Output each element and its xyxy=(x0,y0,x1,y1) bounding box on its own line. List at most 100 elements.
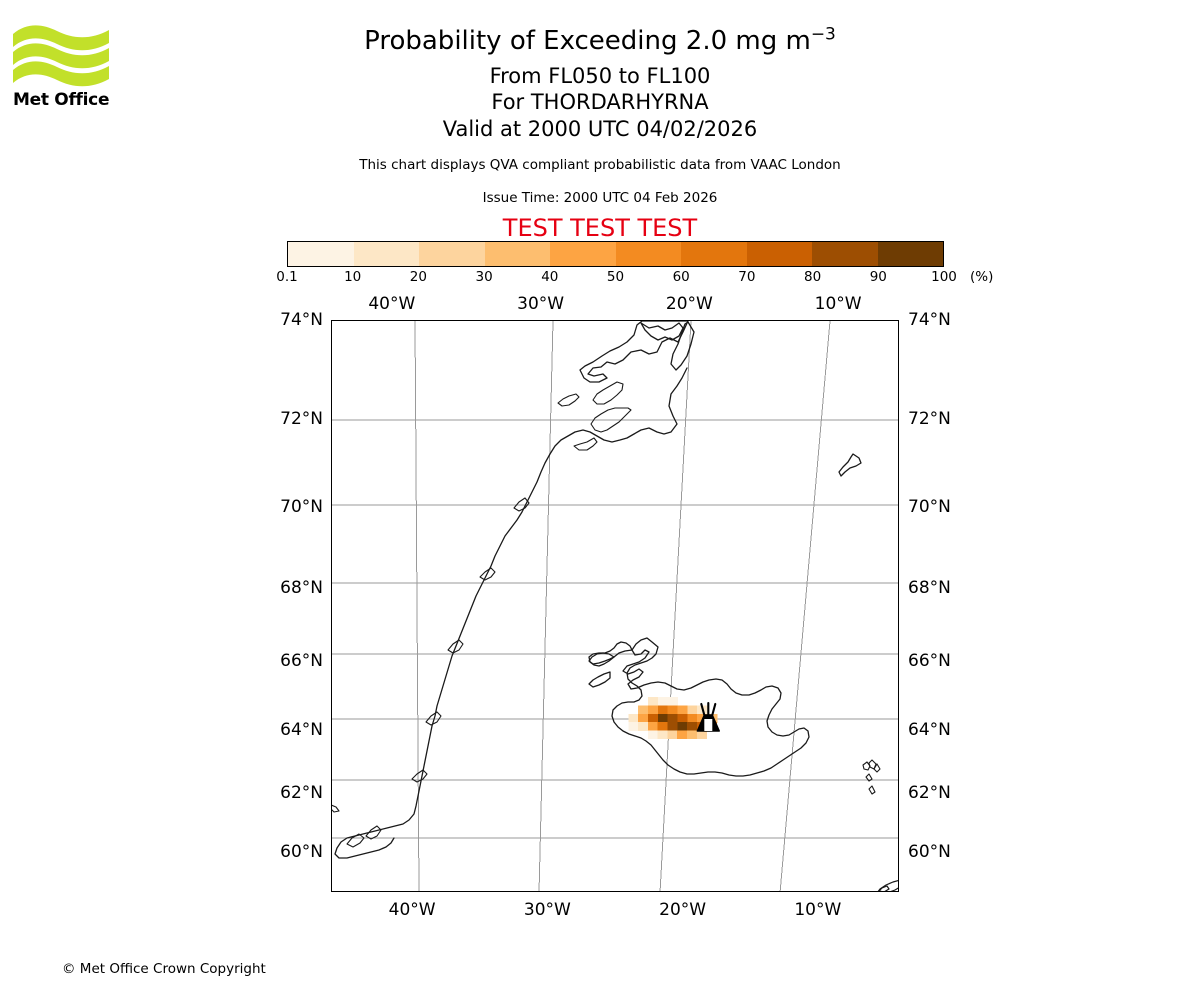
plume-cell xyxy=(667,730,678,740)
lon-tick-top-10°W: 10°W xyxy=(814,294,862,314)
lat-tick-left-72°N: 72°N xyxy=(280,408,323,429)
lon-tick-bottom-20°W: 20°W xyxy=(659,900,707,920)
test-banner: TEST TEST TEST xyxy=(502,214,698,242)
plume-cell xyxy=(677,722,688,731)
colorbar-segment-8 xyxy=(812,242,878,266)
colorbar-segment-9 xyxy=(877,242,943,266)
colorbar-segment-6 xyxy=(681,242,747,266)
qva-compliance-note: This chart displays QVA compliant probab… xyxy=(359,157,841,173)
plume-cell xyxy=(648,705,659,715)
lon-tick-top-40°W: 40°W xyxy=(368,294,416,314)
colorbar-tick-20: 20 xyxy=(409,269,427,285)
lat-tick-right-72°N: 72°N xyxy=(908,408,951,429)
valid-time-subtitle: Valid at 2000 UTC 04/02/2026 xyxy=(442,117,758,141)
plume-cell xyxy=(687,722,698,731)
lat-tick-right-60°N: 60°N xyxy=(908,842,951,863)
plume-cell xyxy=(677,730,688,740)
plume-cell xyxy=(638,722,649,731)
lon-tick-bottom-10°W: 10°W xyxy=(794,900,842,920)
colorbar-tick-0.1: 0.1 xyxy=(276,269,298,285)
map-gridlines xyxy=(332,321,898,891)
colorbar-segment-7 xyxy=(746,242,812,266)
jan-mayen-island xyxy=(838,453,862,477)
lat-tick-left-62°N: 62°N xyxy=(280,783,323,804)
plume-cell xyxy=(677,713,688,723)
plume-cell xyxy=(657,705,669,715)
colorbar-tick-50: 50 xyxy=(606,269,625,285)
colorbar-segment-5 xyxy=(615,242,681,266)
met-office-logo xyxy=(13,24,109,108)
lat-tick-left-64°N: 64°N xyxy=(280,719,323,740)
plume-cell xyxy=(657,696,669,707)
lat-tick-left-74°N: 74°N xyxy=(280,310,323,330)
lat-tick-left-60°N: 60°N xyxy=(280,842,323,863)
volcano-source-marker xyxy=(696,701,720,732)
plume-cell xyxy=(628,722,639,731)
colorbar-tick-90: 90 xyxy=(869,269,887,285)
lat-tick-right-62°N: 62°N xyxy=(908,783,951,804)
plume-cell xyxy=(648,696,659,707)
lon-tick-top-30°W: 30°W xyxy=(517,294,565,314)
map-plot-area[interactable] xyxy=(331,320,899,892)
scotland-coastline xyxy=(877,879,898,891)
lat-tick-right-66°N: 66°N xyxy=(908,651,951,672)
plume-cell xyxy=(687,713,698,723)
plume-cell xyxy=(687,730,698,740)
lat-tick-right-70°N: 70°N xyxy=(908,497,951,518)
volcano-name-subtitle: For THORDARHYRNA xyxy=(491,90,709,114)
lat-tick-left-68°N: 68°N xyxy=(280,577,323,598)
plume-cell xyxy=(657,730,669,740)
plume-cell xyxy=(647,730,659,740)
probability-colorbar: 0.1 10 20 30 40 50 60 70 80 90 100 xyxy=(276,241,957,285)
colorbar-tick-10: 10 xyxy=(344,269,362,285)
iceland-coastline xyxy=(588,637,810,777)
colorbar-tick-60: 60 xyxy=(672,269,690,285)
colorbar-tick-100: 100 xyxy=(931,269,957,285)
greenland-coastline xyxy=(334,321,695,859)
plume-cell xyxy=(667,722,678,731)
colorbar-tick-30: 30 xyxy=(475,269,493,285)
plume-cell xyxy=(628,713,639,723)
plume-cell xyxy=(687,705,698,715)
plume-cell xyxy=(657,713,669,723)
plume-cell xyxy=(638,705,649,715)
plume-cell xyxy=(667,713,679,723)
colorbar-segment-1 xyxy=(353,242,419,266)
colorbar-tick-80: 80 xyxy=(804,269,822,285)
colorbar-segment-2 xyxy=(419,242,485,266)
plume-cell xyxy=(647,722,659,731)
colorbar-segment-4 xyxy=(550,242,616,266)
page-title-exponent: −3 xyxy=(810,24,836,45)
page-title-text: Probability of Exceeding 2.0 mg m xyxy=(364,26,811,56)
flight-level-subtitle: From FL050 to FL100 xyxy=(489,64,711,88)
plume-cell xyxy=(647,713,659,723)
page-title: Probability of Exceeding 2.0 mg m−3 xyxy=(0,26,1200,56)
colorbar-unit-label: (%) xyxy=(970,269,994,285)
met-office-logo-text: Met Office xyxy=(13,90,110,110)
lon-tick-bottom-40°W: 40°W xyxy=(388,900,436,920)
lat-tick-right-74°N: 74°N xyxy=(908,310,951,330)
greenland-fjord-detail xyxy=(332,381,632,848)
colorbar-gradient xyxy=(287,241,944,267)
colorbar-segment-0 xyxy=(288,242,354,266)
colorbar-segment-3 xyxy=(484,242,550,266)
issue-time-text: Issue Time: 2000 UTC 04 Feb 2026 xyxy=(482,190,718,206)
colorbar-tick-40: 40 xyxy=(541,269,559,285)
copyright-notice: © Met Office Crown Copyright xyxy=(62,961,266,977)
faroe-islands xyxy=(862,759,881,795)
plume-cell xyxy=(638,713,649,723)
lat-tick-right-68°N: 68°N xyxy=(908,577,951,598)
met-office-waves-icon xyxy=(13,25,109,87)
colorbar-tick-labels: 0.1 10 20 30 40 50 60 70 80 90 100 xyxy=(267,269,964,287)
colorbar-tick-70: 70 xyxy=(738,269,756,285)
lat-tick-left-66°N: 66°N xyxy=(280,651,323,672)
lat-tick-right-64°N: 64°N xyxy=(908,719,951,740)
lat-tick-left-70°N: 70°N xyxy=(280,497,323,518)
plume-cell xyxy=(696,730,708,740)
plume-cell xyxy=(657,722,669,731)
lon-tick-top-20°W: 20°W xyxy=(665,294,713,314)
lon-tick-bottom-30°W: 30°W xyxy=(523,900,571,920)
plume-cell xyxy=(667,696,679,707)
plume-cell xyxy=(677,705,688,715)
plume-cell xyxy=(667,705,679,715)
